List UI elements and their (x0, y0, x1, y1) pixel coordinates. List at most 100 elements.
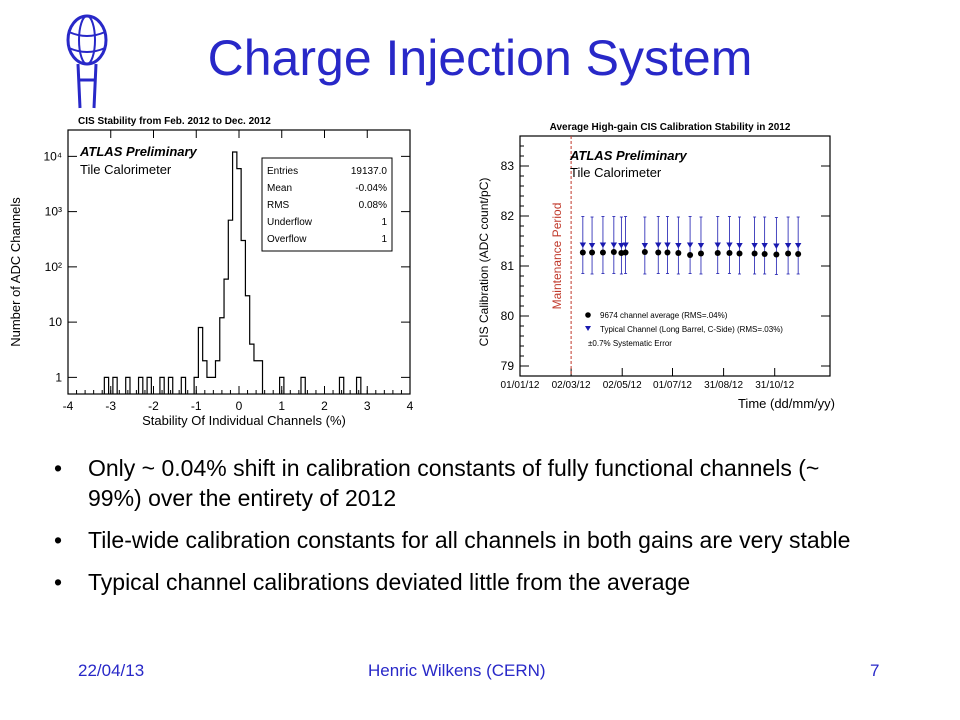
hist-stat-value: -0.04% (355, 183, 387, 194)
hist-y-tick-label: 1 (55, 370, 62, 384)
scatter-y-tick-label: 81 (501, 259, 515, 273)
channel-average-point (664, 249, 671, 256)
typical-channel-point (655, 242, 662, 248)
typical-channel-point (579, 242, 587, 248)
bullet-marker: • (54, 527, 63, 553)
scatter-annotation-1: ATLAS Preliminary (569, 148, 688, 163)
scatter-legend: 9674 channel average (RMS=.04%) Typical C… (585, 311, 783, 348)
legend-label: ±0.7% Systematic Error (588, 339, 672, 348)
scatter-xlabel: Time (dd/mm/yy) (738, 396, 835, 411)
hist-x-tick-label: 4 (407, 399, 414, 413)
hist-stat-value: 19137.0 (351, 166, 388, 177)
histogram-chart: CIS Stability from Feb. 2012 to Dec. 201… (8, 116, 414, 428)
bullet-item: • Only ~ 0.04% shift in calibration const… (52, 453, 872, 513)
scatter-x-tick-label: 31/10/12 (755, 380, 794, 391)
bullet-text: Typical channel calibrations deviated li… (88, 569, 691, 595)
bullet-item: • Typical channel calibrations deviated l… (52, 567, 872, 597)
channel-average-point (599, 249, 606, 256)
page-number: 7 (870, 661, 880, 680)
channel-average-point (785, 250, 792, 257)
typical-channel-point (726, 242, 733, 248)
hist-x-tick-label: 1 (278, 399, 285, 413)
scatter-x-tick-label: 02/03/12 (552, 380, 591, 391)
scatter-x-tick-label: 01/07/12 (653, 380, 692, 391)
channel-average-point (714, 250, 721, 256)
scatter-title: Average High-gain CIS Calibration Stabil… (550, 122, 791, 133)
hist-y-tick-label: 10² (45, 260, 62, 274)
typical-channel-point (773, 243, 780, 249)
typical-channel-point (641, 243, 649, 249)
hist-title: CIS Stability from Feb. 2012 to Dec. 201… (78, 116, 271, 127)
hist-annotation-1: ATLAS Preliminary (79, 144, 198, 159)
hist-y-tick-label: 10³ (45, 205, 62, 219)
hist-stat-label: Mean (267, 183, 292, 194)
typical-channel-point (736, 243, 743, 249)
channel-average-point (641, 249, 648, 255)
hist-annotation-2: Tile Calorimeter (80, 162, 172, 177)
channel-average-point (675, 250, 682, 256)
hist-x-tick-label: 0 (236, 399, 243, 413)
slide-title: Charge Injection System (207, 30, 753, 86)
legend-circle-marker (585, 312, 591, 318)
typical-channel-point (751, 243, 758, 249)
channel-average-point (610, 249, 617, 255)
hist-y-tick-label: 10⁴ (43, 149, 62, 163)
scatter-y-tick-label: 79 (501, 359, 515, 373)
bullet-text: Only ~ 0.04% shift in calibration consta… (88, 455, 820, 511)
typical-channel-point (618, 243, 625, 249)
scatter-chart: Average High-gain CIS Calibration Stabil… (477, 122, 835, 411)
channel-average-point (579, 249, 586, 256)
hist-stat-label: Overflow (267, 234, 307, 245)
channel-average-point (687, 252, 694, 258)
legend-label: 9674 channel average (RMS=.04%) (600, 311, 728, 320)
hist-x-tick-label: -1 (191, 399, 202, 413)
hist-x-tick-label: -2 (148, 399, 159, 413)
typical-channel-point (794, 243, 802, 249)
hist-stat-label: Underflow (267, 217, 313, 228)
typical-channel-point (761, 243, 768, 249)
bullet-marker: • (54, 569, 63, 595)
hist-ylabel: Number of ADC Channels (8, 197, 23, 347)
channel-average-point (655, 249, 662, 256)
hist-x-tick-label: -3 (105, 399, 116, 413)
bullet-list: • Only ~ 0.04% shift in calibration const… (52, 453, 872, 609)
hist-x-tick-label: -4 (63, 399, 74, 413)
hist-stat-value: 0.08% (359, 200, 387, 211)
typical-channel-point (588, 243, 596, 249)
channel-average-point (726, 250, 733, 256)
channel-average-point (622, 249, 629, 256)
hist-y-tick-label: 10 (49, 315, 63, 329)
typical-channel-point (784, 243, 792, 249)
typical-channel-point (664, 242, 671, 248)
legend-label: Typical Channel (Long Barrel, C-Side) (R… (600, 325, 783, 334)
hist-stats-frame (261, 157, 393, 252)
channel-average-point (773, 251, 780, 258)
hist-stat-label: Entries (267, 166, 298, 177)
hist-stats-box: Entries 19137.0 Mean -0.04% RMS 0.08% Underflo… (261, 157, 393, 252)
footer-author: Henric Wilkens (CERN) (368, 661, 546, 680)
bullet-text: Tile-wide calibration constants for all … (88, 527, 851, 553)
hist-x-tick-label: 2 (321, 399, 328, 413)
typical-channel-point (714, 242, 721, 248)
bullet-item: • Tile-wide calibration constants for all… (52, 525, 872, 555)
hist-bins (103, 151, 362, 394)
channel-average-point (751, 250, 758, 257)
hist-stat-value: 1 (381, 234, 387, 245)
hist-stat-value: 1 (381, 217, 387, 228)
scatter-x-tick-label: 02/05/12 (603, 380, 642, 391)
legend-triangle-marker (585, 326, 591, 331)
scatter-x-tick-label: 31/08/12 (704, 380, 743, 391)
channel-average-point (736, 250, 743, 257)
channel-average-point (589, 249, 596, 256)
typical-channel-point (697, 243, 705, 249)
scatter-y-tick-label: 80 (501, 309, 515, 323)
hist-xlabel: Stability Of Individual Channels (%) (142, 413, 346, 428)
hist-stat-label: RMS (267, 200, 290, 211)
bullet-marker: • (54, 455, 63, 481)
hist-x-tick-label: 3 (364, 399, 371, 413)
scatter-ylabel: CIS Calibration (ADC count/pC) (477, 178, 491, 347)
scatter-x-tick-label: 01/01/12 (501, 380, 540, 391)
channel-average-point (761, 251, 768, 257)
scatter-y-tick-label: 83 (501, 159, 515, 173)
atlas-logo-icon (66, 14, 108, 109)
